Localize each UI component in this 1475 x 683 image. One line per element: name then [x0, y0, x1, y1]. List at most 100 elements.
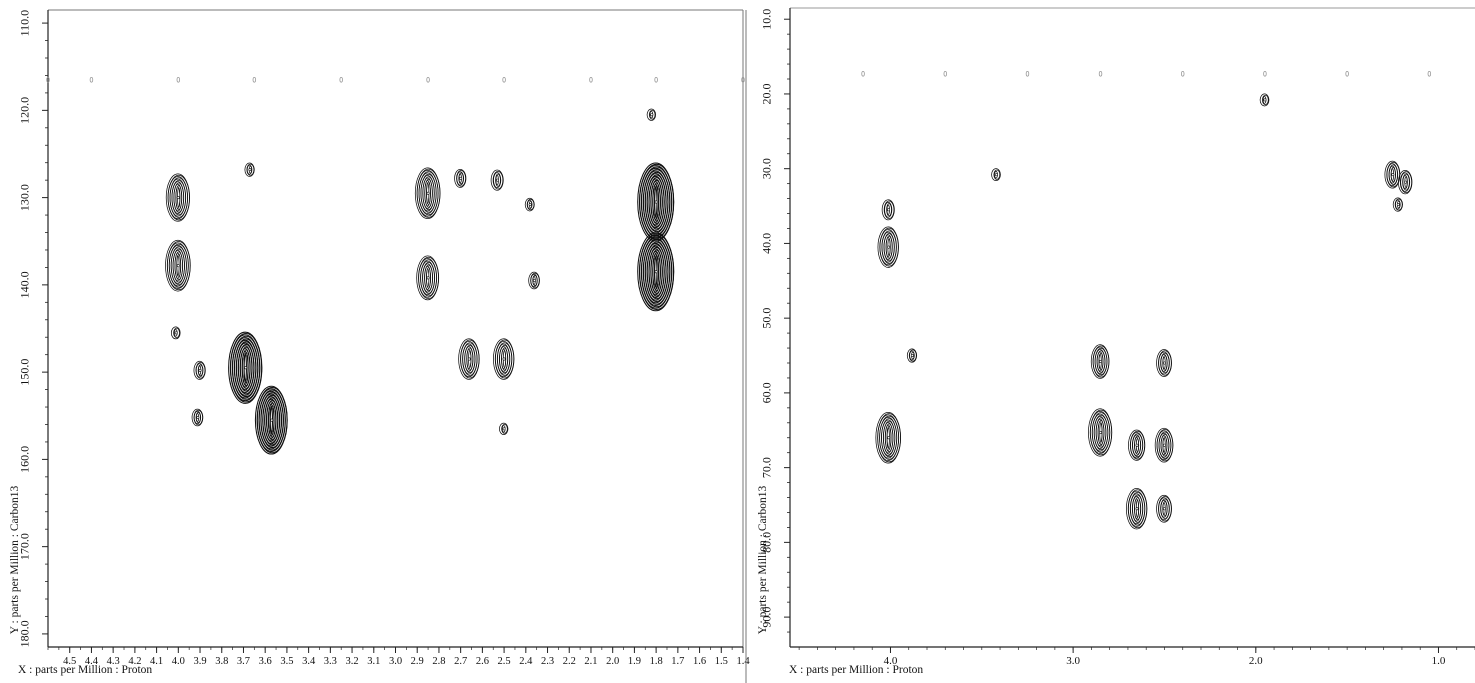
peak-center — [1391, 173, 1395, 177]
y-tick-label: 80.0 — [760, 532, 774, 553]
contour-ring — [906, 348, 918, 363]
y-tick-label: 170.0 — [18, 533, 32, 560]
x-tick-label: 2.8 — [432, 656, 445, 667]
peak-center — [1162, 443, 1166, 447]
contour-ring — [492, 170, 504, 190]
noise-dot — [861, 70, 865, 77]
contour-ring — [490, 169, 504, 191]
x-tick-label: 1.6 — [693, 656, 706, 667]
x-tick-label: 2.9 — [411, 656, 424, 667]
peak-center — [244, 366, 248, 370]
x-tick-label: 2.1 — [584, 656, 597, 667]
x-tick-label: 3.2 — [346, 656, 359, 667]
peak-center — [198, 368, 202, 372]
contour-peaks — [165, 108, 675, 455]
noise-dot — [1181, 70, 1185, 77]
x-tick-label: 4.1 — [150, 656, 163, 667]
x-tick-label: 4.0 — [172, 656, 185, 667]
x-tick-label: 3.8 — [215, 656, 228, 667]
contour-peak — [244, 162, 255, 177]
noise-dot — [426, 77, 430, 83]
peak-center — [910, 354, 914, 358]
x-tick-label: 2.7 — [454, 656, 467, 667]
contour-peak — [637, 162, 675, 242]
y-tick-label: 50.0 — [760, 308, 774, 329]
peak-center — [532, 279, 536, 283]
contour-peak — [1392, 197, 1403, 212]
x-tick-label: 3.9 — [193, 656, 206, 667]
peak-center — [654, 270, 658, 274]
y-tick-label: 90.0 — [760, 607, 774, 628]
noise-dot — [741, 77, 745, 83]
contour-ring — [883, 200, 895, 219]
peak-center — [496, 178, 500, 182]
peak-center — [459, 176, 463, 180]
contour-ring — [495, 173, 501, 187]
panel-left: 110.0 120.0 130.0 140.0 150.0 160.0 170.0 180.0… — [9, 9, 750, 676]
contour-peak — [193, 360, 206, 380]
contour-peak — [906, 348, 918, 363]
contour-peak — [1088, 408, 1113, 457]
peak-center — [248, 168, 252, 172]
contour-peak — [1090, 344, 1110, 379]
contour-peak — [637, 232, 675, 312]
x-tick-label: 4.5 — [63, 656, 76, 667]
contour-ring — [170, 326, 181, 340]
y-tick-label: 10.0 — [760, 9, 774, 30]
contour-ring — [493, 172, 502, 189]
peak-center — [174, 331, 178, 335]
contour-peak — [1128, 429, 1146, 461]
peak-center — [1099, 431, 1103, 435]
peak-center — [426, 191, 430, 195]
noise-dot — [589, 77, 593, 83]
peak-center — [176, 264, 180, 268]
noise-dot — [1263, 70, 1267, 77]
y-tick-label: 150.0 — [18, 359, 32, 386]
contour-peak — [1259, 93, 1270, 107]
peak-center — [887, 245, 891, 249]
peak-center — [502, 427, 506, 431]
y-tick-label: 180.0 — [18, 620, 32, 647]
contour-ring — [991, 168, 1001, 182]
contour-peak — [414, 167, 441, 220]
contour-peaks — [875, 93, 1413, 530]
peak-center — [467, 357, 471, 361]
x-tick-label: 3.0 — [1066, 655, 1080, 667]
noise-dot — [502, 77, 506, 83]
contour-peak — [1154, 427, 1174, 463]
peak-center — [887, 208, 891, 212]
panel-right: 10.0 20.0 30.0 40.0 50.0 60.0 70.0 80.0 90.0 4.0 3… — [757, 7, 1475, 676]
x-tick-label: 3.4 — [302, 656, 316, 667]
x-tick-label: 2.2 — [563, 656, 576, 667]
peak-center — [528, 203, 532, 207]
x-tick-label: 3.5 — [280, 656, 293, 667]
contour-peak — [191, 408, 204, 427]
y-tick-label: 110.0 — [18, 10, 32, 37]
peak-center — [1396, 203, 1400, 207]
y-tick-label: 60.0 — [760, 382, 774, 403]
y-axis-label: Y : parts per Million : Carbon13 — [9, 486, 21, 635]
contour-ring — [993, 169, 1001, 180]
contour-ring — [881, 199, 895, 221]
noise-dot — [654, 77, 658, 83]
noise-dot — [943, 70, 947, 77]
peak-center — [270, 418, 274, 422]
x-tick-label: 2.5 — [498, 656, 511, 667]
x-tick-label: 4.0 — [884, 655, 898, 667]
peak-center — [1404, 180, 1408, 184]
peak-center — [176, 196, 180, 200]
contour-peak — [877, 226, 899, 268]
contour-peak — [1398, 169, 1413, 195]
x-tick-label: 1.8 — [650, 656, 663, 667]
contour-peak — [499, 422, 509, 435]
contour-peak — [1125, 488, 1148, 530]
x-tick-label: 1.9 — [628, 656, 641, 667]
x-tick-label: 4.4 — [85, 656, 99, 667]
contour-peak — [165, 173, 190, 222]
contour-peak — [991, 168, 1001, 182]
contour-ring — [908, 349, 917, 362]
x-tick-label: 3.3 — [324, 656, 337, 667]
peak-center — [654, 200, 658, 204]
x-tick-label: 4.2 — [128, 656, 141, 667]
